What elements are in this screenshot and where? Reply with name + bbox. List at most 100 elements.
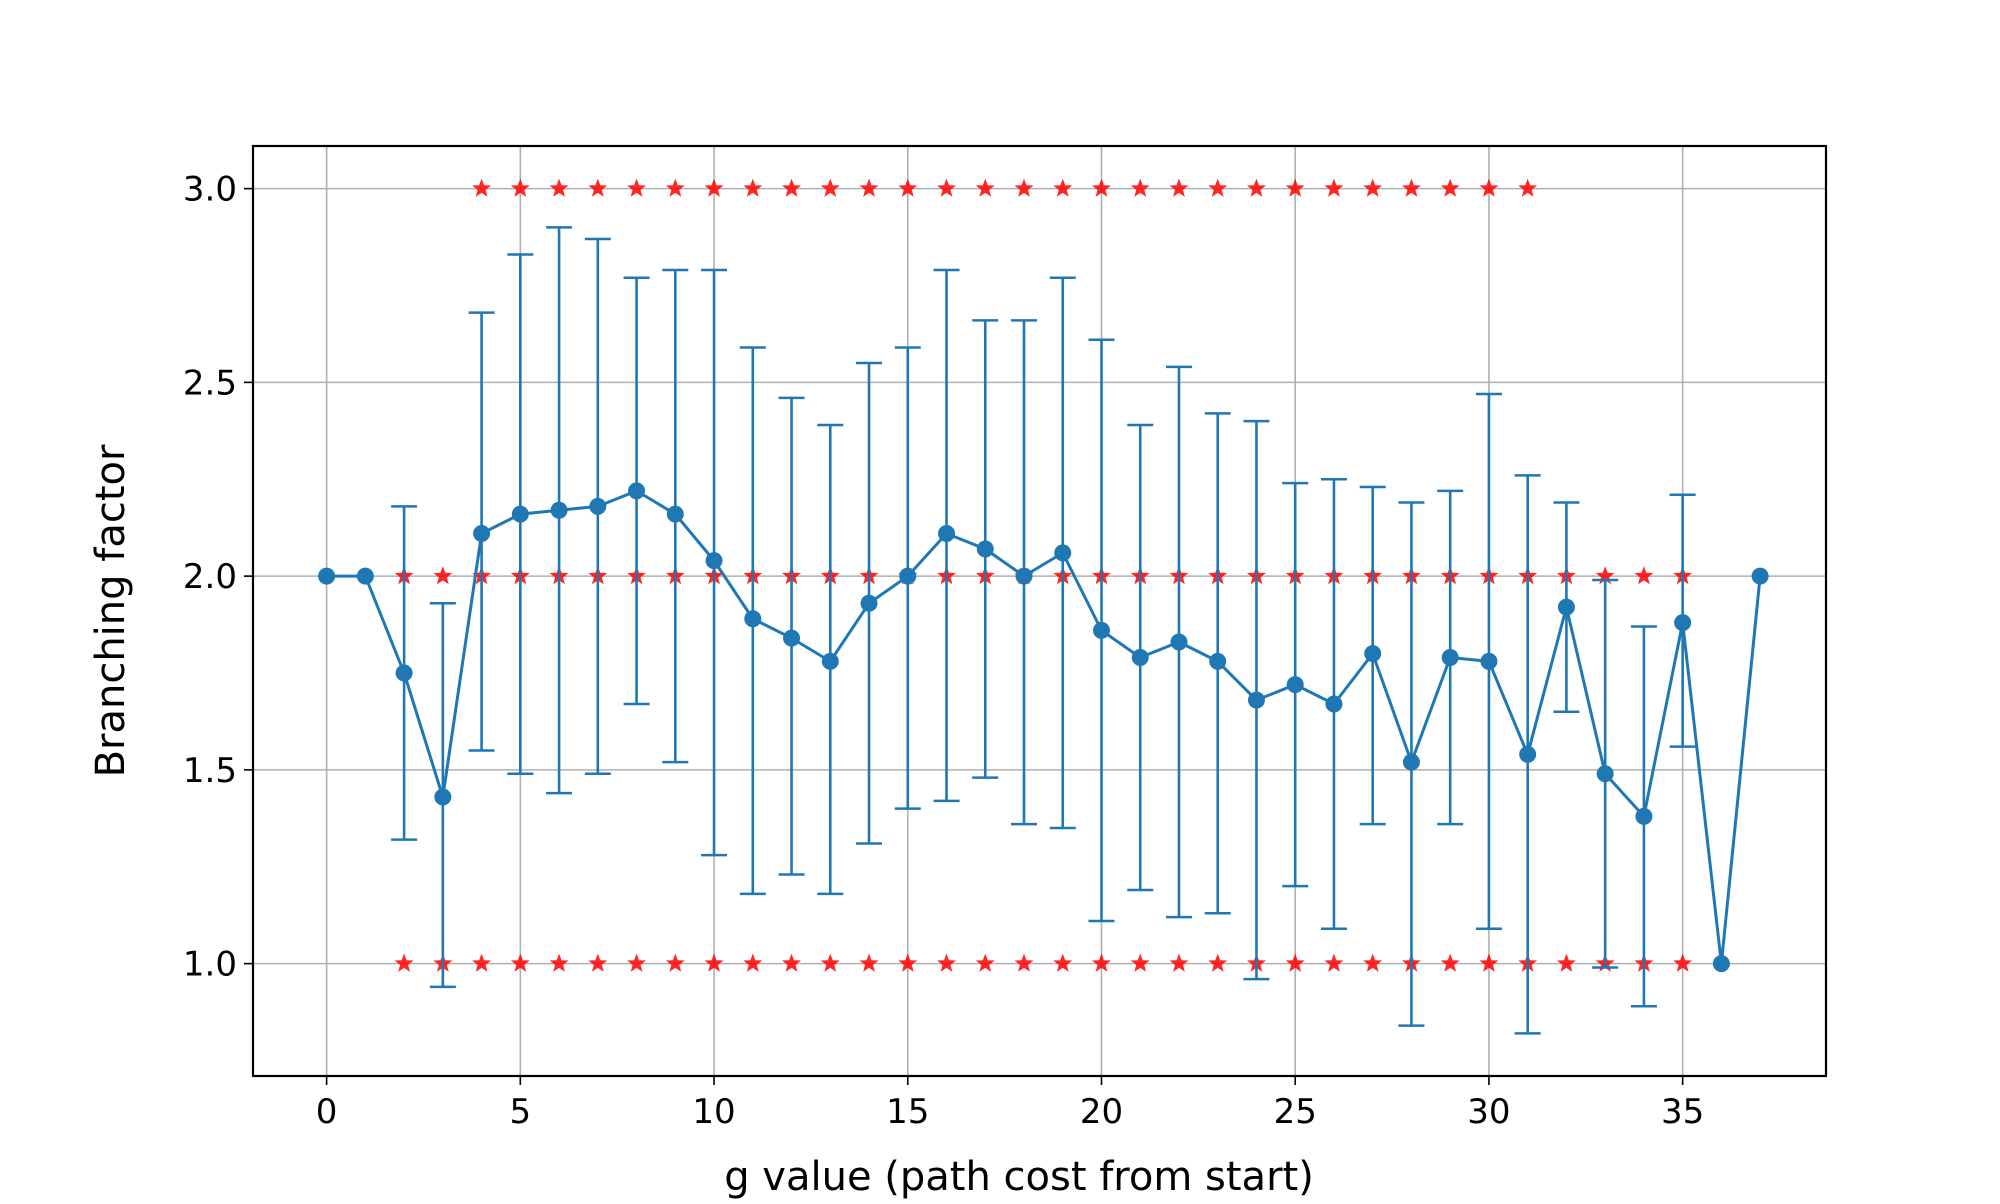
star-marker [627,953,647,972]
mean-data-point [1480,652,1498,670]
grid-layer [253,146,1826,1076]
star-marker [1091,953,1111,972]
star-marker [1285,178,1305,197]
star-marker [627,178,647,197]
star-marker [1595,566,1615,585]
x-tick-label: 10 [692,1092,735,1132]
star-marker [1091,178,1111,197]
x-tick-label: 0 [316,1092,338,1132]
star-marker [1401,178,1421,197]
y-tick-label: 3.0 [183,170,237,210]
mean-data-point [1635,807,1653,825]
star-marker [743,178,763,197]
star-marker [1130,953,1150,972]
star-marker [1169,178,1189,197]
mean-data-point [1441,649,1459,666]
mean-data-point [1364,645,1382,663]
mean-data-point [395,664,413,682]
mean-data-point [550,501,568,519]
star-marker [820,953,840,972]
mean-data-point [1247,691,1265,709]
line-layer [326,489,1762,966]
y-tick-label: 1.5 [183,751,237,791]
star-marker [1208,953,1228,972]
star-marker [1053,953,1073,972]
mean-data-point [744,610,762,628]
star-marker [1053,178,1073,197]
x-tick-label: 5 [510,1092,532,1132]
mean-data-point [976,540,994,558]
stars-layer [394,178,1693,972]
star-marker [898,178,918,197]
mean-data-point [1286,676,1304,694]
mean-data-point [1402,753,1420,771]
star-marker [665,178,685,197]
mean-data-point [473,525,491,542]
star-marker [472,953,492,972]
x-tick-label: 30 [1467,1092,1510,1132]
star-marker [820,178,840,197]
mean-data-point [1170,633,1188,651]
star-marker [743,953,763,972]
star-marker [510,178,530,197]
star-marker [1440,178,1460,197]
star-marker [898,953,918,972]
mean-data-point [1092,621,1110,639]
star-marker [937,953,957,972]
errorbar-layer [391,226,1696,1035]
mean-data-point [511,505,529,523]
plot-frame [251,144,1828,1078]
mean-data-point [1596,765,1614,783]
mean-data-point [1015,567,1033,585]
mean-data-point [938,525,956,542]
mean-data-point [1674,614,1692,632]
mean-data-point [1557,598,1575,616]
star-marker [1246,178,1266,197]
mean-data-point [899,567,917,585]
star-marker [975,953,995,972]
mean-data-point [860,594,878,612]
mean-data-point [783,629,801,647]
mean-data-point [1519,745,1537,763]
mean-data-point [1712,955,1730,973]
y-axis-label: Branching factor [88,444,134,777]
star-marker [937,178,957,197]
star-marker [433,566,453,585]
mean-data-point [705,552,723,570]
star-marker [1014,178,1034,197]
star-marker [782,178,802,197]
star-marker [665,953,685,972]
mean-data-point [666,505,684,523]
x-axis-label: g value (path cost from start) [724,1154,1314,1200]
star-marker [1634,566,1654,585]
star-marker [394,953,414,972]
star-marker [1479,953,1499,972]
star-marker [1673,953,1693,972]
star-marker [859,953,879,972]
star-marker [588,178,608,197]
mean-data-point [821,652,839,670]
star-marker [1518,178,1538,197]
star-marker [859,178,879,197]
mean-data-point [589,497,607,515]
star-marker [549,953,569,972]
star-marker [1556,953,1576,972]
mean-data-point [1131,649,1149,666]
star-marker [1285,953,1305,972]
mean-data-point [1054,544,1072,562]
mean-data-point [1751,567,1769,585]
star-marker [472,178,492,197]
mean-data-point [628,482,646,500]
star-marker [975,178,995,197]
star-marker [1324,178,1344,197]
star-marker [1363,178,1383,197]
y-tick-label: 1.0 [183,945,237,985]
star-marker [1014,953,1034,972]
mean-series-line [326,489,1762,966]
star-marker [704,953,724,972]
star-marker [1440,953,1460,972]
mean-data-point [318,567,336,585]
x-tick-label: 35 [1661,1092,1704,1132]
